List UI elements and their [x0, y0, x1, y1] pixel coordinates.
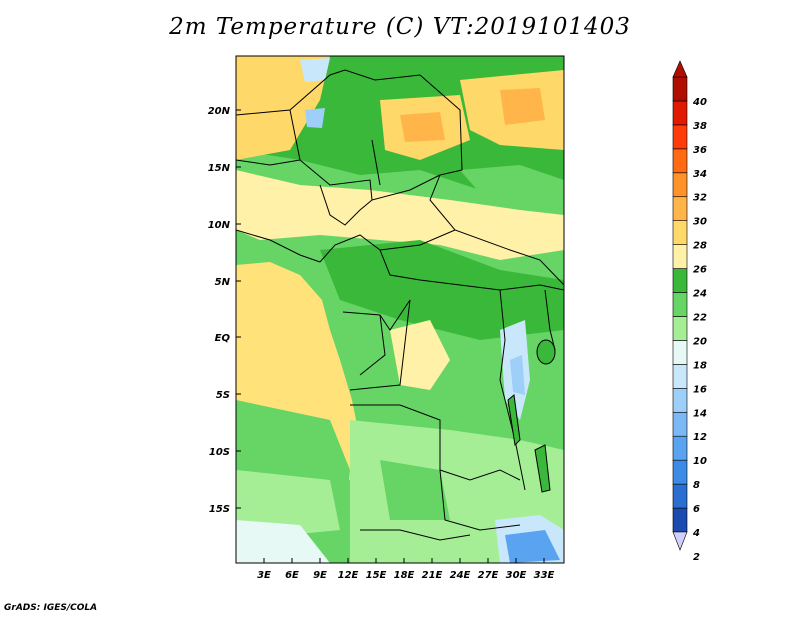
lon-label: 18E — [394, 570, 415, 581]
colorbar-swatch — [672, 148, 688, 174]
lon-label: 24E — [450, 570, 471, 581]
colorbar-swatch — [672, 292, 688, 317]
colorbar-label: 4 — [692, 528, 700, 539]
colorbar-swatch — [672, 76, 688, 102]
colorbar-swatch — [672, 124, 688, 150]
colorbar-swatch — [672, 483, 688, 509]
colorbar-label: 38 — [693, 121, 707, 132]
colorbar-bottom-arrow — [672, 531, 688, 551]
colorbar-top-arrow — [672, 60, 688, 78]
colorbar-swatch — [672, 411, 688, 437]
colorbar-swatch — [672, 244, 688, 269]
colorbar-label: 14 — [693, 408, 707, 419]
colorbar-swatch — [672, 268, 688, 293]
lat-label: 5N — [215, 277, 231, 288]
temperature-field — [236, 56, 564, 563]
lat-axis: 20N 15N 10N 5N EQ 5S 10S 15S — [208, 106, 241, 515]
lon-label: 6E — [285, 570, 299, 581]
colorbar-label: 32 — [693, 193, 707, 204]
colorbar-swatch — [672, 435, 688, 461]
map-frame — [235, 55, 565, 564]
colorbar-label: 20 — [693, 336, 707, 347]
lon-label: 3E — [257, 570, 271, 581]
colorbar-swatch — [672, 316, 688, 341]
lon-label: 21E — [422, 570, 443, 581]
colorbar-swatch — [672, 196, 688, 221]
colorbar-label: 22 — [693, 312, 707, 323]
lat-label: EQ — [215, 333, 231, 344]
colorbar-swatch — [672, 340, 688, 365]
lakes — [507, 339, 556, 493]
colorbar-label: 12 — [693, 432, 707, 443]
lat-label: 15N — [208, 163, 231, 174]
lon-label: 9E — [313, 570, 327, 581]
colorbar-swatch — [672, 507, 688, 533]
colorbar-label: 34 — [693, 169, 707, 180]
colorbar-label: 28 — [693, 241, 707, 252]
lat-label: 20N — [208, 106, 231, 117]
map-title: 2m Temperature (C) VT:2019101403 — [169, 14, 631, 40]
lat-label: 10N — [208, 220, 231, 231]
lon-label: 27E — [478, 570, 499, 581]
colorbar-swatch — [672, 100, 688, 126]
lat-label: 10S — [209, 447, 230, 458]
colorbar-swatch — [672, 364, 688, 389]
lon-label: 30E — [506, 570, 527, 581]
colorbar-label: 16 — [693, 384, 707, 395]
lon-axis: 3E 6E 9E 12E 15E 18E 21E 24E 27E 30E 33E — [257, 558, 555, 581]
colorbar-label: 10 — [693, 456, 707, 467]
colorbar-label: 18 — [693, 360, 707, 371]
colorbar-swatch — [672, 388, 688, 413]
lon-label: 12E — [338, 570, 359, 581]
colorbar-label: 6 — [693, 504, 700, 515]
credit-label: GrADS: IGES/COLA — [4, 603, 98, 613]
colorbar-label: 24 — [693, 289, 707, 300]
lat-label: 15S — [209, 504, 230, 515]
colorbar-label: 40 — [692, 97, 707, 108]
colorbar-swatch — [672, 220, 688, 245]
colorbar-label: 2 — [693, 552, 700, 563]
colorbar-label: 8 — [693, 480, 700, 491]
lon-label: 33E — [534, 570, 555, 581]
colorbar-label: 36 — [693, 145, 707, 156]
country-borders — [236, 69, 564, 541]
lon-label: 15E — [366, 570, 387, 581]
colorbar-label: 30 — [693, 217, 707, 228]
lat-label: 5S — [216, 390, 230, 401]
colorbar-label: 26 — [693, 265, 707, 276]
colorbar-swatch — [672, 172, 688, 198]
colorbar-swatch — [672, 459, 688, 485]
